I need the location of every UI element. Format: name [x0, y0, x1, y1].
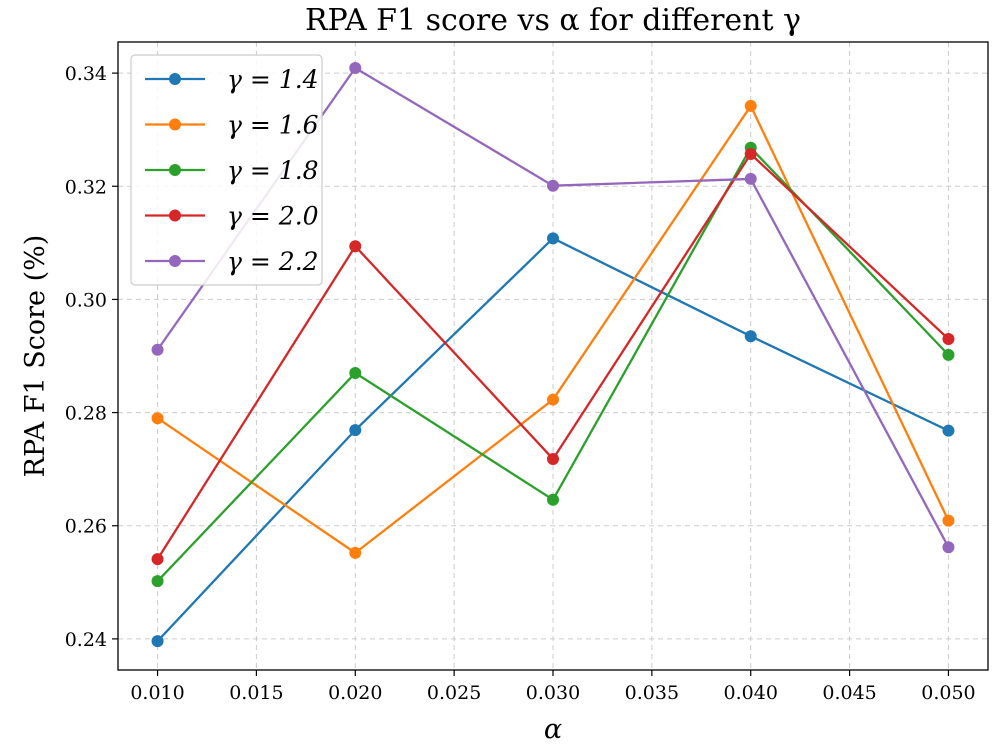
data-point [547, 452, 559, 465]
data-point [151, 635, 164, 648]
data-point [349, 546, 362, 559]
legend-marker [169, 209, 181, 222]
legend-label: γ = 2.0 [227, 202, 319, 231]
legend-marker [169, 164, 181, 176]
legend-label: γ = 1.8 [227, 156, 319, 185]
legend-item: γ = 1.6 [145, 111, 319, 140]
x-tick-label: 0.050 [921, 682, 975, 704]
data-point [349, 240, 362, 253]
x-tick-label: 0.040 [724, 682, 778, 704]
y-tick-label: 0.26 [65, 516, 107, 538]
x-tick-label: 0.020 [328, 682, 382, 704]
grid [118, 42, 988, 670]
data-point [151, 575, 164, 588]
data-point [744, 172, 757, 185]
data-point [744, 148, 757, 161]
y-tick-label: 0.34 [65, 63, 107, 85]
legend-item: γ = 1.4 [145, 65, 319, 94]
legend-marker [169, 73, 181, 85]
x-axis-title: α [544, 714, 562, 745]
series-1 [151, 232, 955, 648]
data-point [942, 333, 955, 346]
y-tick-label: 0.30 [65, 289, 107, 311]
data-point [547, 393, 559, 406]
data-point [547, 179, 559, 192]
data-point [942, 424, 955, 437]
data-point [349, 366, 362, 379]
legend-label: γ = 2.2 [227, 247, 319, 276]
legend-label: γ = 1.6 [227, 111, 319, 140]
data-point [744, 330, 757, 343]
y-axis: 0.24 0.26 0.28 0.30 0.32 0.34 [65, 63, 118, 651]
y-axis-title: RPA F1 Score (%) [20, 235, 51, 478]
legend-item: γ = 2.0 [145, 202, 319, 231]
data-point [151, 343, 164, 356]
y-tick-label: 0.32 [65, 176, 107, 198]
data-point [151, 553, 164, 566]
legend: γ = 1.4 γ = 1.6 γ = 1.8 γ = 2.0 γ = 2.2 [130, 54, 323, 286]
data-point [744, 99, 757, 112]
data-point [942, 348, 955, 361]
y-tick-label: 0.24 [65, 629, 107, 651]
legend-marker [169, 255, 181, 267]
data-point [349, 424, 362, 437]
x-tick-label: 0.015 [229, 682, 283, 704]
x-tick-label: 0.010 [130, 682, 184, 704]
legend-box [130, 54, 323, 286]
x-tick-label: 0.025 [427, 682, 481, 704]
series-4 [151, 148, 955, 566]
legend-label: γ = 1.4 [227, 65, 319, 94]
x-tick-label: 0.045 [822, 682, 876, 704]
data-point [547, 493, 559, 506]
legend-item: γ = 2.2 [145, 247, 319, 276]
legend-marker [169, 118, 181, 131]
legend-item: γ = 1.8 [145, 156, 319, 185]
x-tick-label: 0.035 [625, 682, 679, 704]
data-point [349, 62, 362, 75]
data-point [942, 514, 955, 527]
data-point [942, 541, 955, 554]
x-tick-label: 0.030 [526, 682, 580, 704]
data-point [151, 412, 164, 425]
x-axis: 0.010 0.015 0.020 0.025 0.030 0.035 0.040 0.045… [130, 670, 976, 704]
series-2 [151, 99, 955, 559]
data-point [547, 232, 559, 245]
chart-title: RPA F1 score vs α for different γ [305, 3, 801, 38]
y-tick-label: 0.28 [65, 403, 107, 425]
